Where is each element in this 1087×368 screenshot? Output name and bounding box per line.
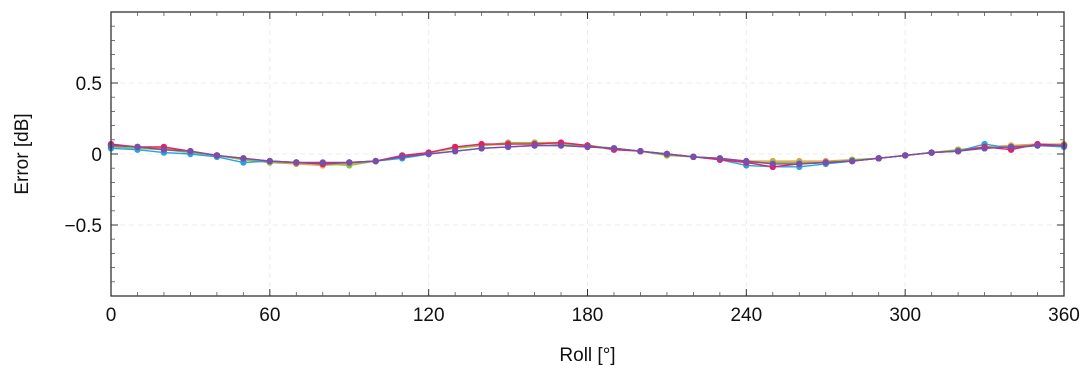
x-tick-label: 360	[1048, 305, 1080, 326]
data-point	[584, 143, 591, 151]
y-tick-label: 0	[91, 145, 102, 166]
data-point	[796, 160, 803, 168]
x-tick-label: 120	[413, 305, 445, 326]
data-point	[399, 153, 406, 160]
data-point	[690, 153, 697, 160]
data-point	[928, 149, 935, 156]
data-point	[187, 148, 194, 155]
data-point	[637, 148, 644, 155]
data-point	[425, 150, 432, 158]
data-point	[372, 157, 379, 165]
y-axis-title: Error [dB]	[12, 113, 33, 194]
data-point	[240, 155, 247, 162]
data-point	[610, 145, 618, 152]
y-tick-label: 0.5	[76, 74, 102, 95]
x-tick-label: 0	[106, 305, 117, 326]
data-point	[1034, 142, 1041, 149]
data-point	[875, 155, 882, 162]
data-point	[213, 152, 221, 159]
data-point	[716, 155, 724, 162]
data-point	[557, 142, 565, 149]
data-point	[954, 148, 962, 155]
data-point	[266, 157, 273, 165]
x-tick-label: 180	[572, 305, 604, 326]
data-point	[478, 145, 485, 152]
data-point	[319, 159, 326, 166]
data-point	[531, 142, 538, 149]
x-axis-title: Roll [°]	[559, 345, 615, 366]
data-point	[293, 159, 300, 166]
data-point	[769, 160, 776, 168]
data-point	[346, 159, 353, 166]
data-point	[160, 146, 168, 153]
x-tick-label: 240	[730, 305, 762, 326]
data-point	[849, 157, 856, 165]
data-point	[1007, 143, 1015, 151]
series-5	[107, 142, 1068, 168]
data-point	[663, 150, 671, 158]
series-lines	[107, 139, 1068, 170]
data-point	[504, 143, 512, 151]
x-tick-label: 60	[259, 305, 280, 326]
y-tick-label: −0.5	[64, 216, 102, 237]
data-point	[451, 148, 459, 155]
data-point	[981, 145, 988, 152]
x-tick-label: 300	[889, 305, 921, 326]
data-point	[134, 143, 141, 151]
data-point	[902, 152, 909, 159]
data-point	[822, 159, 829, 166]
data-point	[743, 157, 750, 165]
axis-ticks: 0 60 120 180 240 300 360 0.5 0 −0.5	[64, 12, 1080, 326]
